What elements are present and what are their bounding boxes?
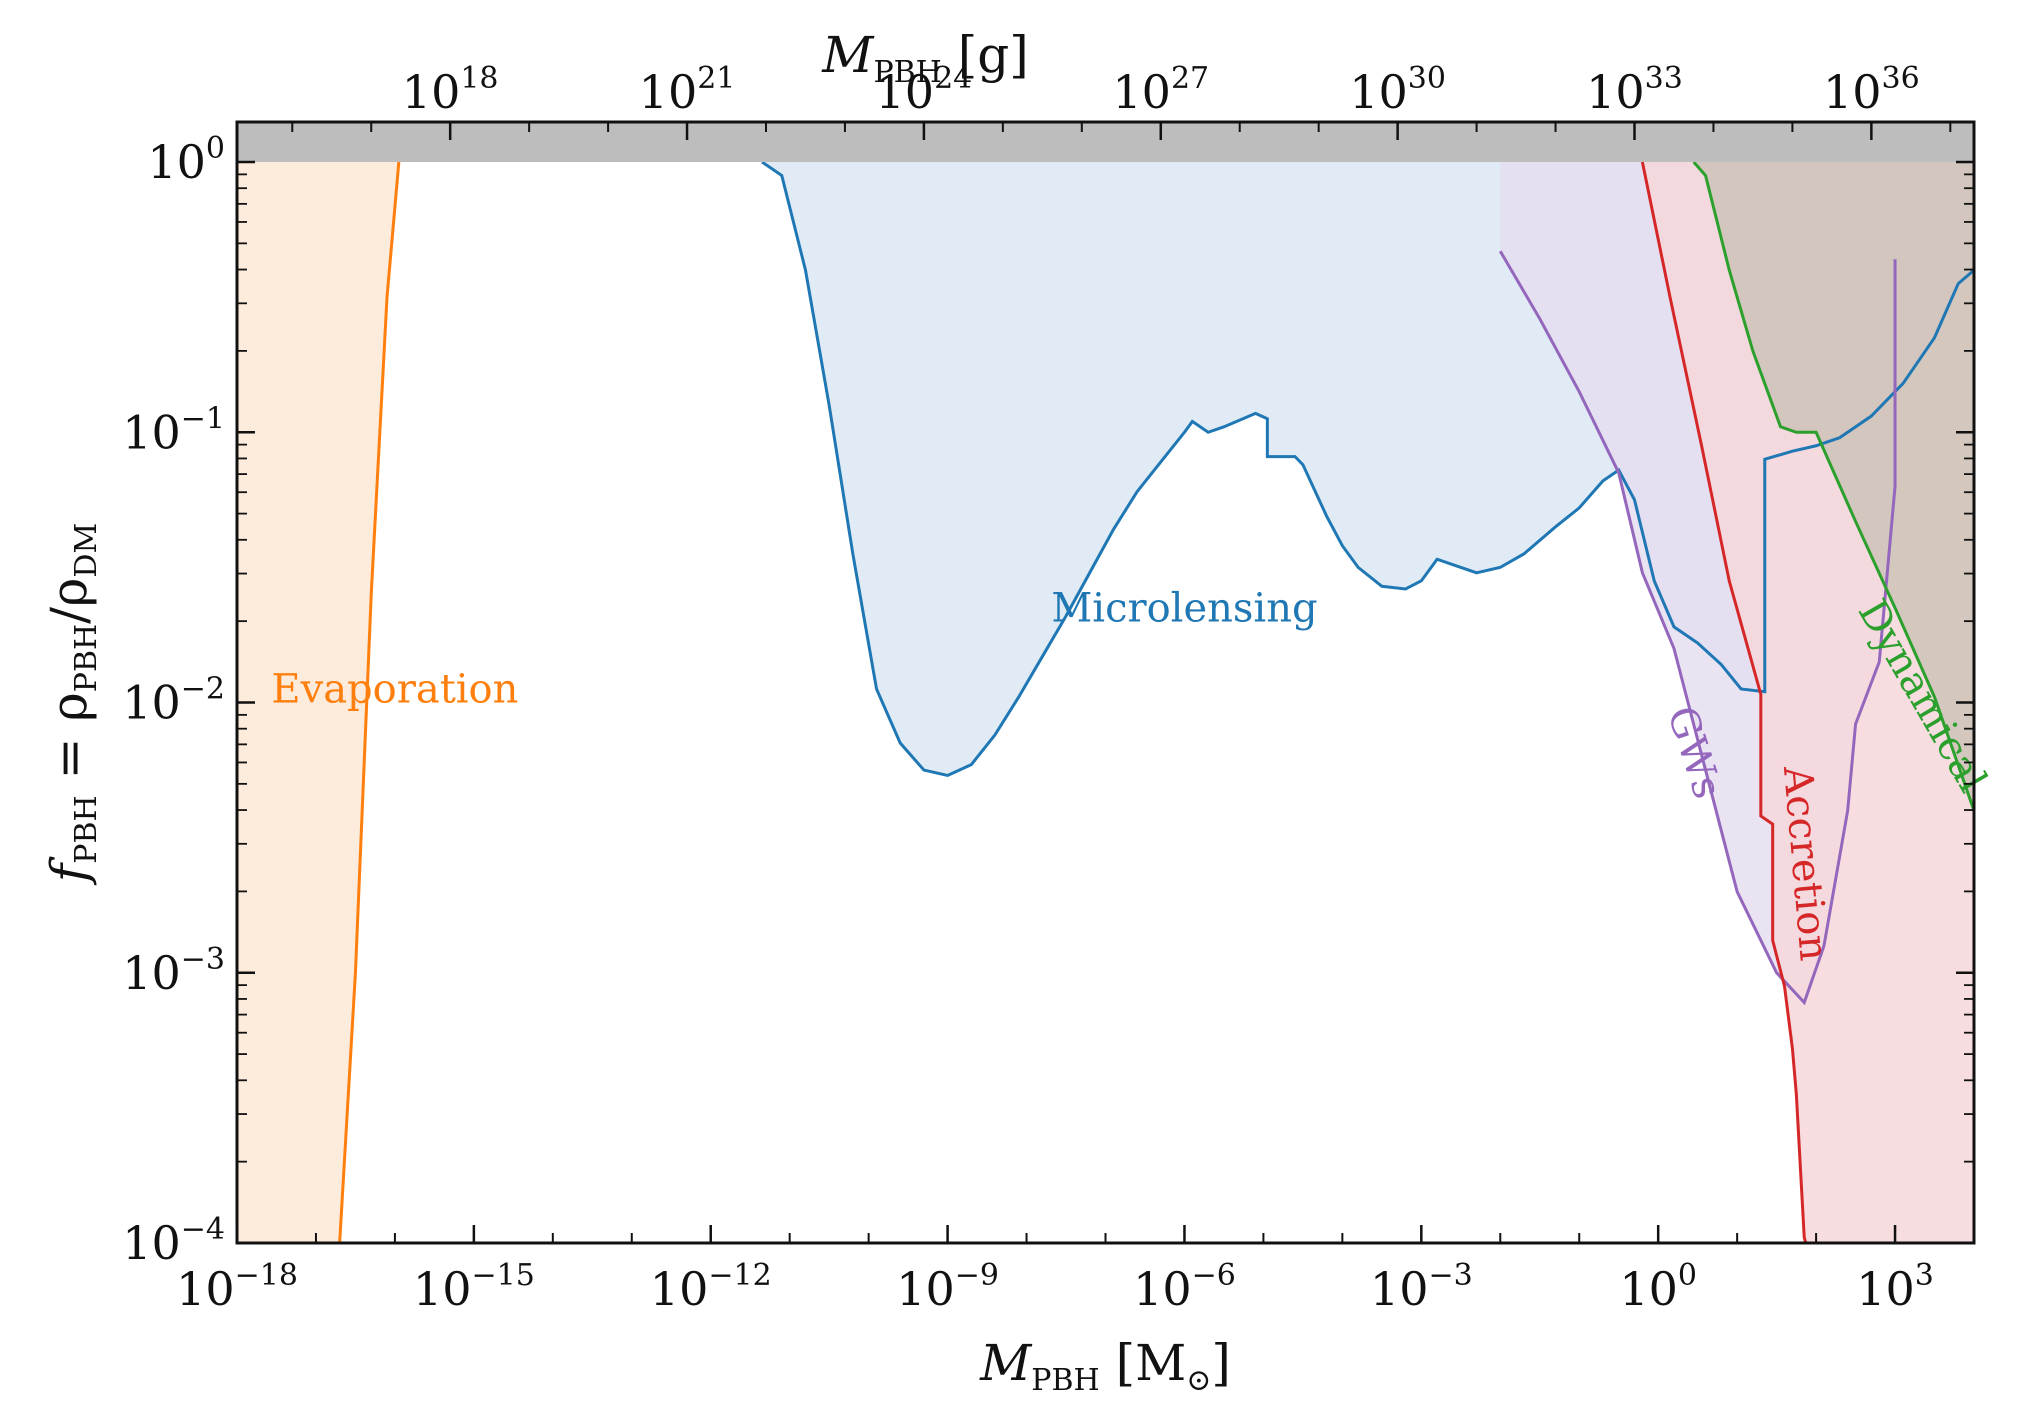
y-tick-label: 10−3	[122, 942, 225, 1000]
x2-tick-label: 1021	[639, 61, 736, 119]
x2-tick-label: 1030	[1349, 61, 1446, 119]
x-tick-label: 100	[1619, 1258, 1697, 1316]
constraint-lines-layer	[338, 162, 1974, 1243]
constraint-fills-layer	[237, 162, 1974, 1243]
dynamical-region-fill	[1693, 162, 1974, 811]
x-tick-label: 103	[1856, 1258, 1934, 1316]
y-tick-label: 10−1	[122, 401, 225, 459]
x-tick-label: 10−9	[896, 1258, 999, 1316]
gws-constraint-line	[1498, 250, 1897, 1006]
accretion-constraint-line	[1640, 162, 1808, 1243]
upper-bound-band	[237, 122, 1974, 162]
x2-axis-title: MPBH [g]	[821, 26, 1029, 90]
upper-bound-band-layer	[237, 122, 1974, 162]
x2-tick-label: 1027	[1112, 61, 1209, 119]
evaporation-constraint-line	[338, 162, 401, 1243]
y-axis-title: fPBH = ρPBH/ρDM	[40, 523, 104, 886]
x-tick-label: 10−15	[413, 1258, 535, 1316]
x2-tick-label: 1036	[1823, 61, 1920, 119]
x2-tick-label: 1018	[402, 61, 499, 119]
y-tick-label: 10−4	[122, 1212, 225, 1270]
dynamical-constraint-line	[1692, 162, 1974, 812]
x-axis-title: MPBH [M⊙]	[979, 1334, 1231, 1398]
x-tick-label: 10−6	[1133, 1258, 1236, 1316]
microlensing-constraint-line	[761, 162, 1974, 778]
x-tick-label: 10−12	[650, 1258, 772, 1316]
microlensing-label: Microlensing	[1051, 585, 1317, 631]
x2-tick-label: 1024	[876, 61, 973, 119]
x2-tick-label: 1033	[1586, 61, 1683, 119]
x-tick-label: 10−3	[1370, 1258, 1473, 1316]
x-tick-label: 10−18	[176, 1258, 298, 1316]
axes-layer: 10−18 10−15 10−12 10−9 10−6 10−3 100 103 1018 102…	[40, 26, 1976, 1398]
y-tick-label: 100	[147, 131, 225, 189]
evaporation-region-fill	[237, 162, 399, 1243]
y-tick-label: 10−2	[122, 672, 225, 730]
evaporation-label: Evaporation	[271, 667, 518, 713]
